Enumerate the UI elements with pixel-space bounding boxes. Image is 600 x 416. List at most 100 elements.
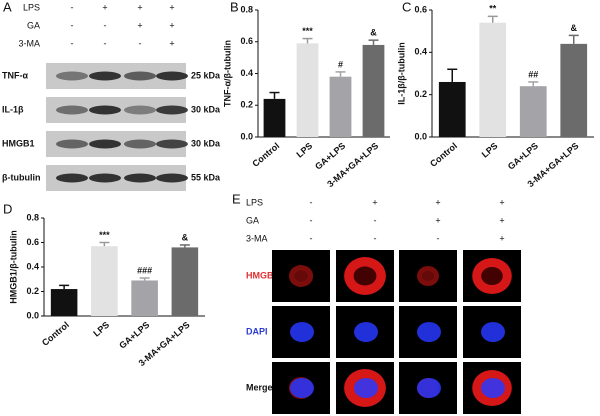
- y-axis-label: TNF-α/β-tubulin: [222, 40, 232, 107]
- row-label: DAPI: [246, 326, 268, 336]
- significance: &: [370, 28, 377, 38]
- treatment-label: 3-MA: [246, 233, 268, 243]
- treatment-sign: +: [499, 215, 504, 225]
- nucleus: [481, 378, 505, 398]
- significance: &: [571, 23, 578, 33]
- treatment-sign: -: [139, 38, 142, 48]
- treatment-sign: +: [169, 20, 174, 30]
- cell-red: [288, 265, 314, 287]
- treatment-label: GA: [246, 215, 259, 225]
- blot-band: [156, 139, 188, 149]
- blot-band: [89, 139, 121, 149]
- panel-label: C: [402, 0, 411, 14]
- blot-band: [124, 71, 156, 81]
- cell-inner: [353, 266, 377, 286]
- treatment-sign: +: [137, 2, 142, 12]
- treatment-sign: +: [499, 233, 504, 243]
- band-name: IL-1β: [2, 104, 24, 114]
- y-tick-label: 0.4: [26, 261, 39, 271]
- row-label: Merge: [246, 382, 273, 392]
- blot-band: [156, 71, 188, 81]
- nucleus: [290, 322, 314, 342]
- nucleus: [417, 378, 441, 398]
- nucleus: [417, 322, 441, 342]
- significance: ***: [302, 26, 313, 36]
- blot-band: [89, 71, 121, 81]
- cell-inner: [422, 271, 434, 281]
- treatment-label: LPS: [23, 2, 40, 12]
- y-tick-label: 0.2: [414, 89, 427, 99]
- significance: ##: [528, 69, 538, 79]
- y-axis-label: IL-1β/β-tubulin: [396, 42, 406, 104]
- treatment-label: LPS: [246, 197, 263, 207]
- nucleus: [481, 322, 505, 342]
- nucleus: [354, 322, 378, 342]
- nucleus: [290, 378, 314, 398]
- treatment-sign: -: [104, 38, 107, 48]
- y-tick-label: 0.0: [26, 310, 39, 320]
- x-tick-label: GA+LPS: [506, 141, 540, 172]
- cell-inner: [294, 270, 308, 282]
- cell-red: [417, 266, 439, 286]
- panel-label: E: [232, 191, 241, 206]
- blot-band: [56, 71, 88, 81]
- treatment-sign: -: [374, 215, 377, 225]
- bar: [131, 280, 158, 316]
- blot-band: [89, 173, 121, 183]
- treatment-sign: -: [374, 233, 377, 243]
- treatment-sign: -: [104, 20, 107, 30]
- treatment-sign: +: [372, 197, 377, 207]
- y-tick-label: 0.6: [240, 36, 253, 46]
- blot-band: [156, 105, 188, 115]
- x-tick-label: Control: [40, 320, 71, 348]
- band-size: 30 kDa: [191, 138, 221, 148]
- blot-band: [56, 173, 88, 183]
- y-tick-label: 0.0: [240, 131, 253, 141]
- band-name: HMGB1: [2, 138, 35, 148]
- treatment-sign: -: [71, 2, 74, 12]
- significance: &: [182, 232, 189, 242]
- bar: [479, 22, 507, 138]
- y-tick-label: 0.4: [240, 68, 253, 78]
- blot-band: [124, 139, 156, 149]
- treatment-sign: +: [102, 2, 107, 12]
- x-tick-label: Control: [250, 141, 281, 169]
- bar: [362, 44, 385, 137]
- y-tick-label: 0.2: [26, 286, 39, 296]
- bar: [263, 98, 286, 137]
- blot-band: [124, 105, 156, 115]
- bar: [91, 246, 118, 316]
- panel-label: A: [3, 0, 12, 14]
- significance: #: [338, 59, 343, 69]
- cell-inner: [481, 267, 503, 285]
- treatment-sign: -: [71, 20, 74, 30]
- band-size: 30 kDa: [191, 104, 221, 114]
- y-tick-label: 0.4: [414, 47, 427, 57]
- y-tick-label: 0.8: [240, 4, 253, 14]
- x-tick-label: LPS: [91, 320, 111, 339]
- bar: [438, 81, 466, 137]
- y-tick-label: 0.2: [240, 100, 253, 110]
- row-label: HMGB1: [246, 270, 279, 280]
- treatment-sign: +: [169, 38, 174, 48]
- y-tick-label: 0.6: [414, 4, 427, 14]
- blot-band: [89, 105, 121, 115]
- bar: [329, 76, 352, 137]
- x-tick-label: LPS: [480, 141, 500, 160]
- bar: [560, 43, 588, 137]
- treatment-sign: -: [437, 233, 440, 243]
- treatment-sign: -: [71, 38, 74, 48]
- bar: [296, 43, 319, 137]
- band-name: TNF-α: [2, 70, 28, 80]
- treatment-sign: +: [435, 215, 440, 225]
- treatment-sign: +: [169, 2, 174, 12]
- nucleus: [354, 378, 378, 398]
- treatment-sign: -: [310, 233, 313, 243]
- y-tick-label: 0.6: [26, 237, 39, 247]
- panel-label: B: [230, 0, 239, 14]
- treatment-sign: -: [310, 197, 313, 207]
- band-name: β-tubulin: [2, 172, 40, 182]
- y-tick-label: 0.0: [414, 131, 427, 141]
- treatment-sign: +: [137, 20, 142, 30]
- treatment-label: GA: [27, 20, 40, 30]
